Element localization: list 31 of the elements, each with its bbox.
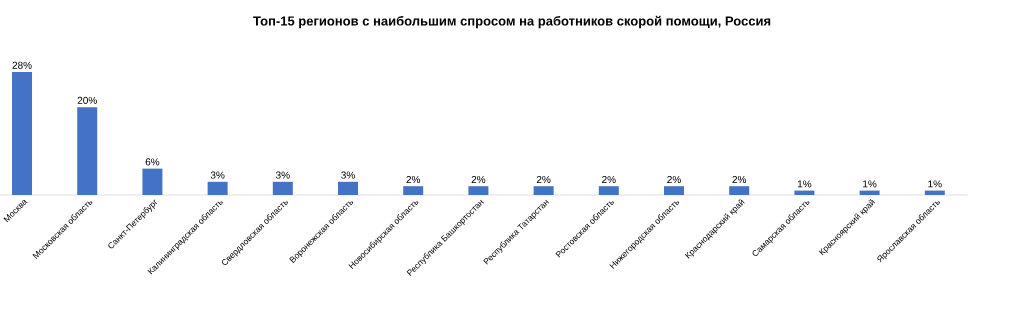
bar [403, 186, 424, 195]
bar [338, 181, 359, 195]
bar [533, 186, 554, 195]
data-label: 20% [77, 96, 97, 104]
data-label: 6% [145, 158, 160, 166]
data-label: 2% [406, 175, 421, 184]
data-label: 2% [471, 175, 486, 184]
chart-title: Топ-15 регионов с наибольшим спросом на работников скорой помощи, Россия [253, 15, 771, 29]
data-label: 3% [341, 171, 355, 179]
bar [468, 186, 489, 195]
bar [924, 190, 945, 195]
bar [272, 181, 293, 195]
bar [794, 190, 815, 195]
data-label: 3% [275, 171, 290, 179]
data-label: 2% [536, 175, 551, 184]
bar [12, 71, 33, 195]
data-label: 2% [602, 175, 616, 184]
bar [207, 181, 228, 195]
bar [598, 186, 619, 195]
data-label: 28% [12, 61, 32, 69]
bar [729, 186, 750, 195]
bar [142, 168, 163, 195]
bar [77, 107, 98, 195]
data-label: 1% [863, 180, 877, 188]
bar [859, 190, 880, 195]
data-label: 1% [797, 180, 812, 188]
data-label: 1% [928, 180, 942, 188]
bar [664, 186, 684, 195]
data-label: 2% [667, 175, 681, 184]
data-label: 2% [732, 175, 747, 184]
data-label: 3% [210, 171, 225, 179]
